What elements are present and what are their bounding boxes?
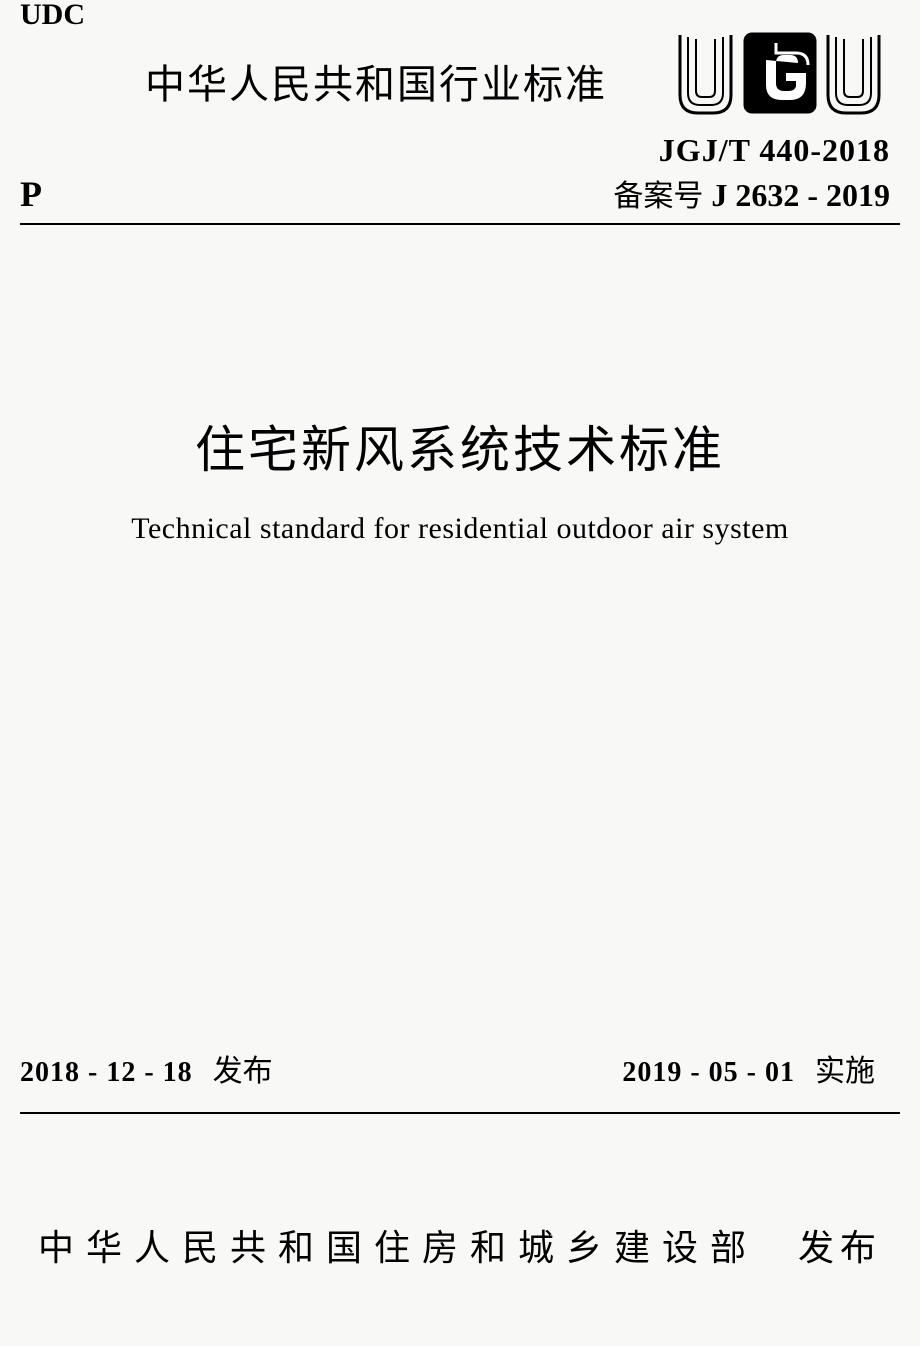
udc-label: UDC [20, 0, 85, 32]
document-title-en: Technical standard for residential outdo… [20, 512, 900, 546]
record-code: J 2632 - 2019 [703, 177, 890, 213]
record-number: 备案号 J 2632 - 2019 [613, 171, 890, 215]
document-title-cn: 住宅新风系统技术标准 [20, 410, 900, 482]
record-label: 备案号 [613, 180, 703, 213]
publish-date: 2018 - 12 - 18 [20, 1057, 193, 1089]
header-line: 中华人民共和国行业标准 [20, 0, 900, 120]
classification-p: P [20, 173, 42, 215]
main-title-section: 住宅新风系统技术标准 Technical standard for reside… [20, 410, 900, 546]
effective-label: 实施 [815, 1046, 875, 1090]
code-numbers: JGJ/T 440-2018 备案号 J 2632 - 2019 [613, 132, 890, 215]
header-rule [20, 223, 900, 225]
publish-date-item: 2018 - 12 - 18 发布 [20, 1046, 273, 1090]
publisher-name: 中华人民共和国住房和城乡建设部 [38, 1219, 758, 1271]
header-section: UDC 中华人民共和国行业标准 [20, 0, 900, 223]
code-section: P JGJ/T 440-2018 备案号 J 2632 - 2019 [20, 120, 900, 223]
publish-label: 发布 [213, 1046, 273, 1090]
jgj-logo-icon [670, 25, 890, 120]
footer-section: 中华人民共和国住房和城乡建设部 发布 [20, 1219, 900, 1271]
effective-date: 2019 - 05 - 01 [622, 1057, 795, 1089]
standard-code: JGJ/T 440-2018 [613, 132, 890, 169]
footer-rule [20, 1112, 900, 1114]
standard-type-heading: 中华人民共和国行业标准 [145, 52, 607, 120]
dates-row: 2018 - 12 - 18 发布 2019 - 05 - 01 实施 [20, 1046, 900, 1090]
effective-date-item: 2019 - 05 - 01 实施 [622, 1046, 875, 1090]
document-page: UDC 中华人民共和国行业标准 [0, 0, 920, 1346]
footer-action: 发布 [798, 1219, 882, 1271]
